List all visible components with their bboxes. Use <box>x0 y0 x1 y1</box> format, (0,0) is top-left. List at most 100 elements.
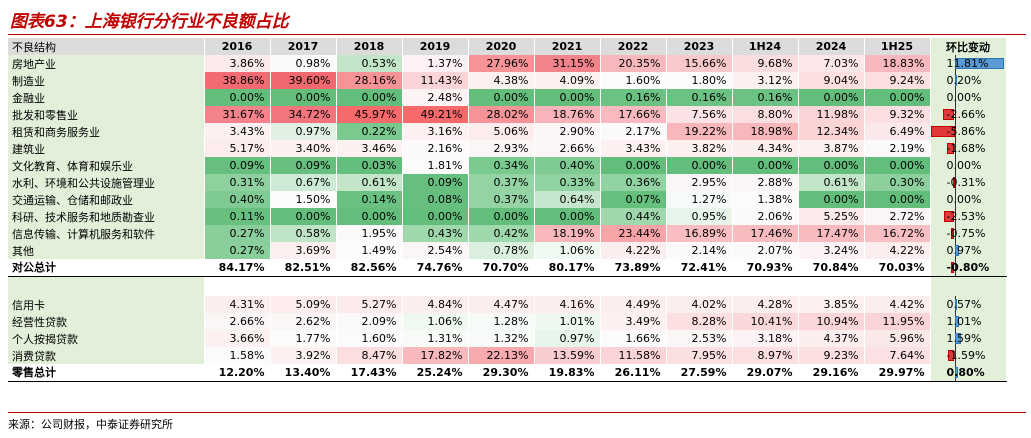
value-cell: 19.83% <box>534 364 601 382</box>
value-cell: 3.12% <box>732 72 799 89</box>
value-cell: 17.43% <box>336 364 403 382</box>
value-cell: 29.97% <box>864 364 931 382</box>
value-cell: 0.95% <box>666 208 733 225</box>
value-cell: 5.09% <box>270 296 337 313</box>
row-label: 水利、环境和公共设施管理业 <box>8 174 205 191</box>
value-cell: 5.25% <box>798 208 865 225</box>
value-cell: 0.00% <box>666 157 733 174</box>
value-cell: 25.24% <box>402 364 469 382</box>
change-value: 1.01% <box>946 315 982 328</box>
column-header: 2020 <box>468 38 535 55</box>
value-cell: 0.11% <box>204 208 271 225</box>
change-cell: 0.97% <box>930 242 1007 259</box>
value-cell: 73.89% <box>600 259 667 277</box>
change-axis <box>954 208 956 225</box>
value-cell: 0.61% <box>336 174 403 191</box>
value-cell: 70.93% <box>732 259 799 277</box>
change-axis <box>954 123 956 140</box>
change-axis <box>954 225 956 242</box>
value-cell: 17.47% <box>798 225 865 242</box>
value-cell: 20.35% <box>600 55 667 72</box>
value-cell: 3.16% <box>402 123 469 140</box>
table-row: 其他 0.27% 3.69% 1.49% 2.54% 0.78% 1.06% 4.22% 2.1… <box>8 242 1007 259</box>
value-cell: 1.66% <box>600 330 667 347</box>
value-cell: 2.14% <box>666 242 733 259</box>
value-cell: 4.16% <box>534 296 601 313</box>
value-cell: 9.24% <box>864 72 931 89</box>
change-value: -0.31% <box>946 176 986 189</box>
value-cell: 1.06% <box>402 313 469 330</box>
value-cell: 0.16% <box>600 89 667 106</box>
change-bar <box>951 228 955 239</box>
change-cell: 1.59% <box>930 330 1007 347</box>
value-cell: 3.18% <box>732 330 799 347</box>
change-bar <box>954 245 959 256</box>
column-header: 1H24 <box>732 38 799 55</box>
value-cell: 4.31% <box>204 296 271 313</box>
change-bar <box>954 299 957 310</box>
row-label: 其他 <box>8 242 205 259</box>
table-row: 房地产业 3.86% 0.98% 0.53% 1.37% 27.96% 31.15% 20.3… <box>8 55 1007 72</box>
value-cell: 0.40% <box>534 157 601 174</box>
value-cell: 2.53% <box>666 330 733 347</box>
bottom-rule <box>8 412 1026 413</box>
value-cell: 0.14% <box>336 191 403 208</box>
value-cell: 70.70% <box>468 259 535 277</box>
value-cell: 31.67% <box>204 106 271 123</box>
change-value: 0.00% <box>946 193 982 206</box>
value-cell: 1.60% <box>600 72 667 89</box>
value-cell: 18.83% <box>864 55 931 72</box>
value-cell: 2.95% <box>666 174 733 191</box>
row-label: 科研、技术服务和地质勘查业 <box>8 208 205 225</box>
value-cell: 1.37% <box>402 55 469 72</box>
value-cell: 0.00% <box>798 191 865 208</box>
value-cell: 0.00% <box>336 89 403 106</box>
change-bar <box>954 316 959 327</box>
value-cell: 0.00% <box>534 89 601 106</box>
change-axis <box>954 347 956 364</box>
value-cell: 26.11% <box>600 364 667 382</box>
value-cell: 11.58% <box>600 347 667 364</box>
spacer-row <box>8 276 1007 296</box>
value-cell: 39.60% <box>270 72 337 89</box>
value-cell: 19.22% <box>666 123 733 140</box>
change-value: 11.81% <box>946 57 989 70</box>
retail-total-row: 零售总计 12.20% 13.40% 17.43% 25.24% 29.30% 19.83%… <box>8 364 1007 382</box>
value-cell: 82.56% <box>336 259 403 277</box>
change-bar <box>954 75 957 86</box>
change-cell: 0.00% <box>930 157 1007 174</box>
value-cell: 3.40% <box>270 140 337 157</box>
value-cell: 15.66% <box>666 55 733 72</box>
table-row: 建筑业 5.17% 3.40% 3.46% 2.16% 2.93% 2.66% 3.43% 3.… <box>8 140 1007 157</box>
value-cell: 2.16% <box>402 140 469 157</box>
value-cell: 1.06% <box>534 242 601 259</box>
value-cell: 0.43% <box>402 225 469 242</box>
value-cell: 0.58% <box>270 225 337 242</box>
value-cell: 4.34% <box>732 140 799 157</box>
change-bar <box>947 350 955 361</box>
column-header: 2017 <box>270 38 337 55</box>
value-cell: 16.89% <box>666 225 733 242</box>
change-bar <box>930 126 955 137</box>
value-cell: 4.28% <box>732 296 799 313</box>
value-cell: 4.09% <box>534 72 601 89</box>
value-cell: 2.17% <box>600 123 667 140</box>
value-cell: 1.38% <box>732 191 799 208</box>
change-cell: -5.86% <box>930 123 1007 140</box>
value-cell: 2.66% <box>534 140 601 157</box>
column-header: 2018 <box>336 38 403 55</box>
value-cell: 2.72% <box>864 208 931 225</box>
value-cell: 7.03% <box>798 55 865 72</box>
value-cell: 0.00% <box>732 157 799 174</box>
change-value: 0.97% <box>946 244 982 257</box>
value-cell: 0.27% <box>204 242 271 259</box>
value-cell: 3.69% <box>270 242 337 259</box>
value-cell: 10.94% <box>798 313 865 330</box>
value-cell: 0.34% <box>468 157 535 174</box>
value-cell: 0.61% <box>798 174 865 191</box>
value-cell: 1.58% <box>204 347 271 364</box>
table-row: 科研、技术服务和地质勘查业 0.11% 0.00% 0.00% 0.00% 0.00% 0.… <box>8 208 1007 225</box>
npl-structure-table: 不良结构 2016 2017 2018 2019 2020 2021 2022 2023 1H24… <box>8 38 1007 382</box>
corporate-total-row: 对公总计 84.17% 82.51% 82.56% 74.76% 70.70% 80.17%… <box>8 259 1007 277</box>
value-cell: 4.42% <box>864 296 931 313</box>
